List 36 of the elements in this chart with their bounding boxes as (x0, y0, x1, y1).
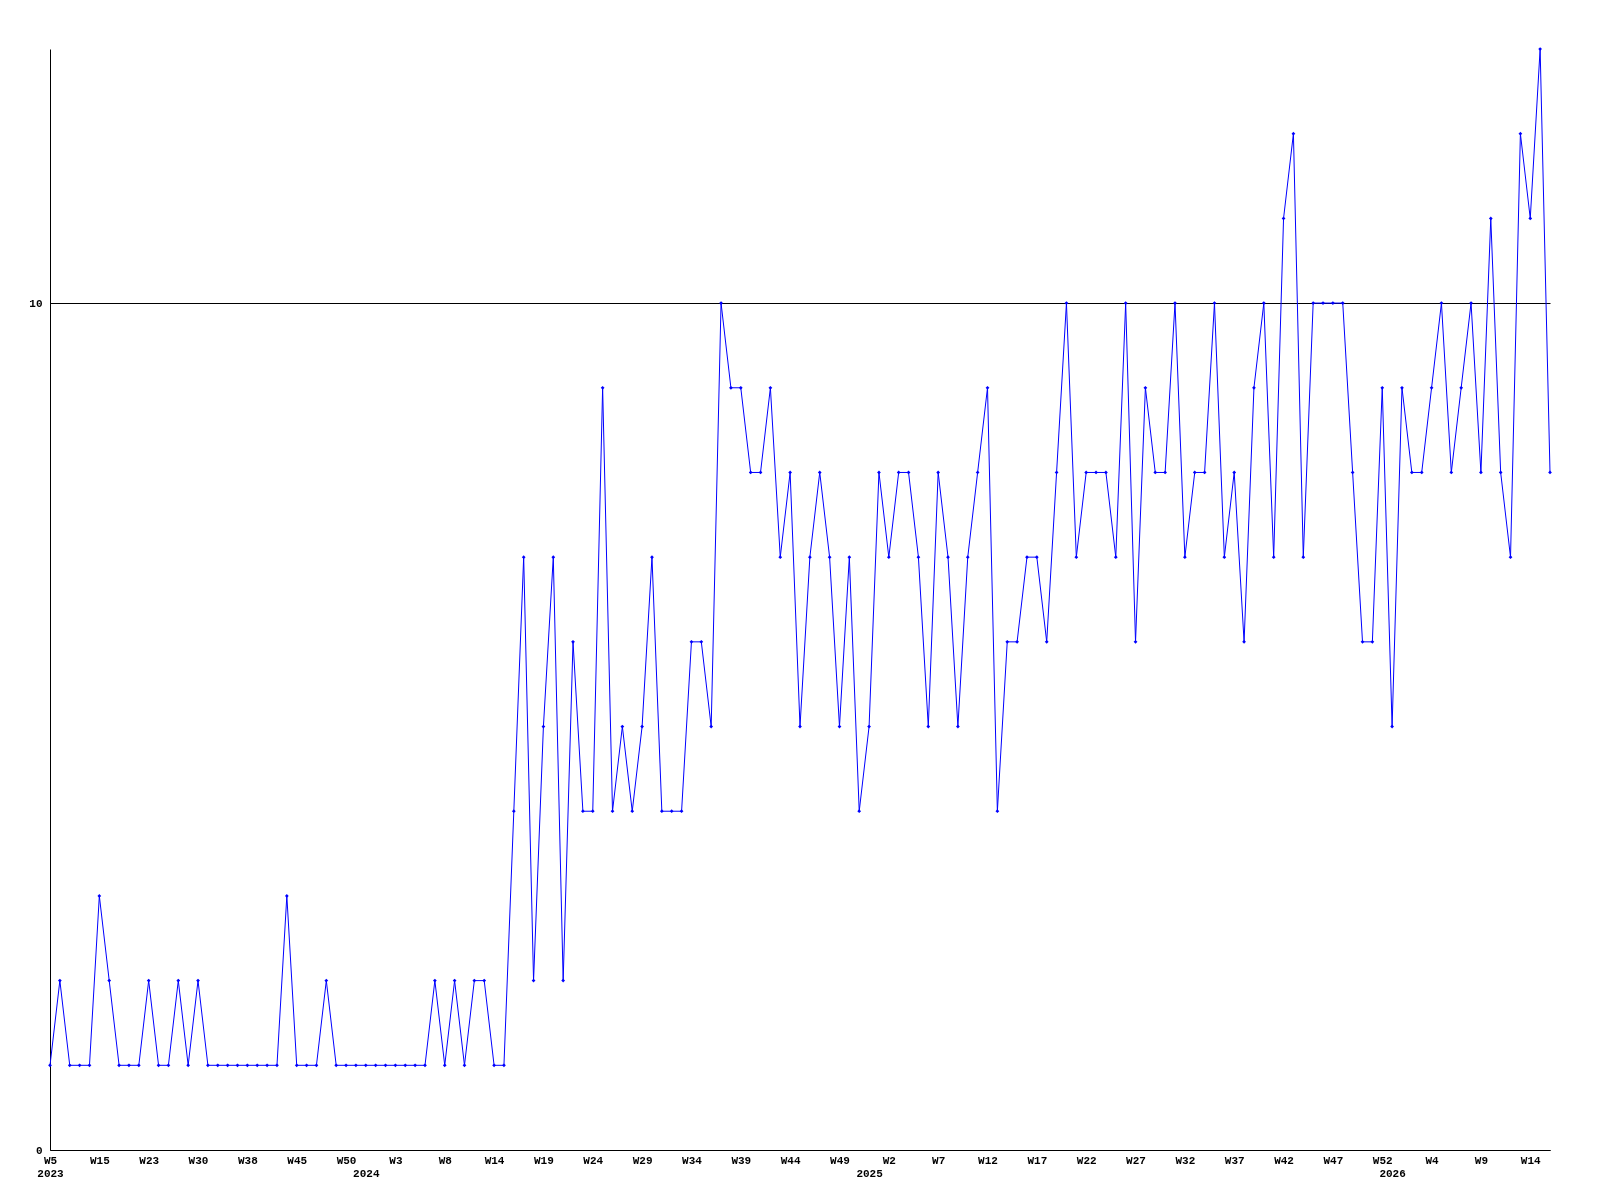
x-tick-label: W3 (389, 1154, 403, 1167)
x-tick-label: W37 (1224, 1154, 1245, 1167)
x-tick-label: W30 (188, 1154, 209, 1167)
x-tick-label: W9 (1474, 1154, 1489, 1167)
x-tick-label: W5 2023 (37, 1154, 65, 1180)
x-tick-label: W50 (336, 1154, 357, 1167)
y-tick-label: 0 (35, 1144, 43, 1157)
x-tick-label: W4 (1425, 1154, 1440, 1167)
x-tick-label: 2024 (353, 1167, 380, 1180)
x-tick-label: W27 (1126, 1154, 1146, 1167)
y-tick-label: 10 (29, 297, 43, 310)
x-tick-label: W29 (632, 1154, 653, 1167)
x-tick-label: W14 (484, 1154, 505, 1167)
x-tick-label: W22 (1076, 1154, 1097, 1167)
x-tick-label: W14 (1520, 1154, 1542, 1167)
x-tick-label: W52 (1372, 1154, 1393, 1167)
x-tick-label: W19 (534, 1154, 554, 1167)
x-tick-label: 2025 (856, 1167, 884, 1180)
x-tick-label: W15 (89, 1154, 111, 1167)
x-tick-label: W42 (1274, 1154, 1294, 1167)
x-tick-label: W34 (682, 1154, 703, 1167)
x-tick-label: W2 (882, 1154, 896, 1167)
x-tick-label: W12 (978, 1154, 998, 1167)
x-tick-label: W24 (583, 1154, 604, 1167)
x-tick-label: W45 (287, 1154, 308, 1167)
x-tick-label: W38 (237, 1154, 259, 1167)
x-tick-label: W49 (830, 1154, 850, 1167)
x-tick-label: W47 (1323, 1154, 1344, 1167)
x-tick-label: W39 (731, 1154, 752, 1167)
x-tick-label: W32 (1175, 1154, 1196, 1167)
x-tick-label: W8 (438, 1154, 453, 1167)
x-tick-label: W44 (780, 1154, 801, 1167)
x-tick-label: W17 (1027, 1154, 1048, 1167)
x-tick-label: W23 (139, 1154, 160, 1167)
x-tick-label: 2026 (1379, 1167, 1406, 1180)
x-tick-label: W7 (932, 1154, 946, 1167)
